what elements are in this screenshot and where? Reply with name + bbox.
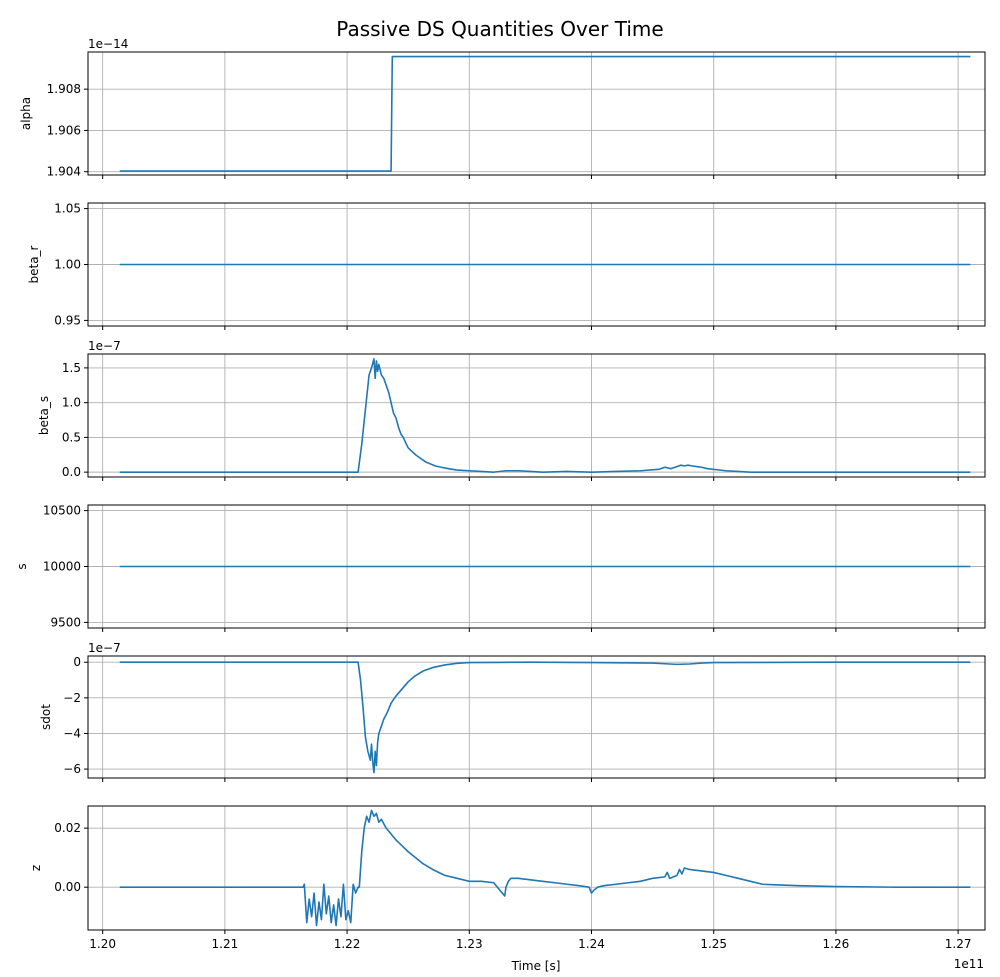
y-axis-label: beta_r [27,245,41,283]
axes-frame [87,655,986,779]
subplot-beta-s: 0.0 0.5 1.0 1.5 beta_s 1e−7 [37,339,986,481]
y-axis-label: sdot [39,704,53,730]
x-tick-label: 1.24 [578,937,605,951]
y-tick-label: 1.5 [62,361,81,375]
y-tick-label: 0.00 [54,880,81,894]
subplot-alpha: 1.904 1.906 1.908 alpha 1e−14 [19,37,986,179]
y-tick-label: 0.5 [62,430,81,444]
x-tick-label: 1.22 [334,937,361,951]
y-axis-label: beta_s [37,396,51,435]
y-axis-offset-label: 1e−14 [88,37,128,51]
x-tick-label: 1.26 [823,937,850,951]
y-tick-label: 1.906 [47,123,81,137]
subplot-sdot: −6 −4 −2 0 sdot 1e−7 [39,641,986,782]
y-tick-label: 9500 [50,615,81,629]
x-axis-label: Time [s] [511,959,561,973]
subplot-z: 1.20 1.21 1.22 1.23 1.24 1.25 1.26 1.27 0.00 0.02… [29,805,986,951]
y-tick-label: 0 [73,655,81,669]
y-axis-label: z [29,865,43,871]
series-line [119,809,971,927]
axes-frame [87,51,986,176]
y-tick-label: −2 [63,691,81,705]
y-tick-label: 0.0 [62,465,81,479]
x-tick-label: 1.27 [945,937,972,951]
series-line [119,55,971,172]
subplot-s: 9500 10000 10500 s [15,504,986,632]
y-tick-label: 1.908 [47,82,81,96]
y-axis-label: s [15,563,29,569]
series-line [119,661,971,774]
figure-title: Passive DS Quantities Over Time [336,17,663,41]
y-tick-label: 0.02 [54,821,81,835]
y-tick-label: 10000 [43,560,81,574]
axes-frame [87,805,986,931]
y-tick-label: 1.05 [54,202,81,216]
y-tick-label: 1.00 [54,258,81,272]
y-axis-label: alpha [19,97,33,130]
subplot-stack: 1.9041.9061.908alpha1e−140.951.001.05bet… [15,37,986,951]
y-tick-label: 0.95 [54,313,81,327]
y-axis-offset-label: 1e−7 [88,641,121,655]
y-tick-label: −6 [63,762,81,776]
x-axis-offset-label: 1e11 [954,957,984,971]
x-tick-label: 1.25 [700,937,727,951]
y-tick-label: 1.904 [47,165,81,179]
x-tick-label: 1.20 [89,937,116,951]
y-tick-label: 10500 [43,504,81,518]
y-tick-label: −4 [63,726,81,740]
subplot-beta-r: 0.95 1.00 1.05 beta_r [27,202,986,330]
x-tick-label: 1.21 [212,937,239,951]
x-tick-label: 1.23 [456,937,483,951]
axes-frame [87,353,986,478]
y-tick-label: 1.0 [62,396,81,410]
series-line [119,358,971,473]
y-axis-offset-label: 1e−7 [88,339,121,353]
